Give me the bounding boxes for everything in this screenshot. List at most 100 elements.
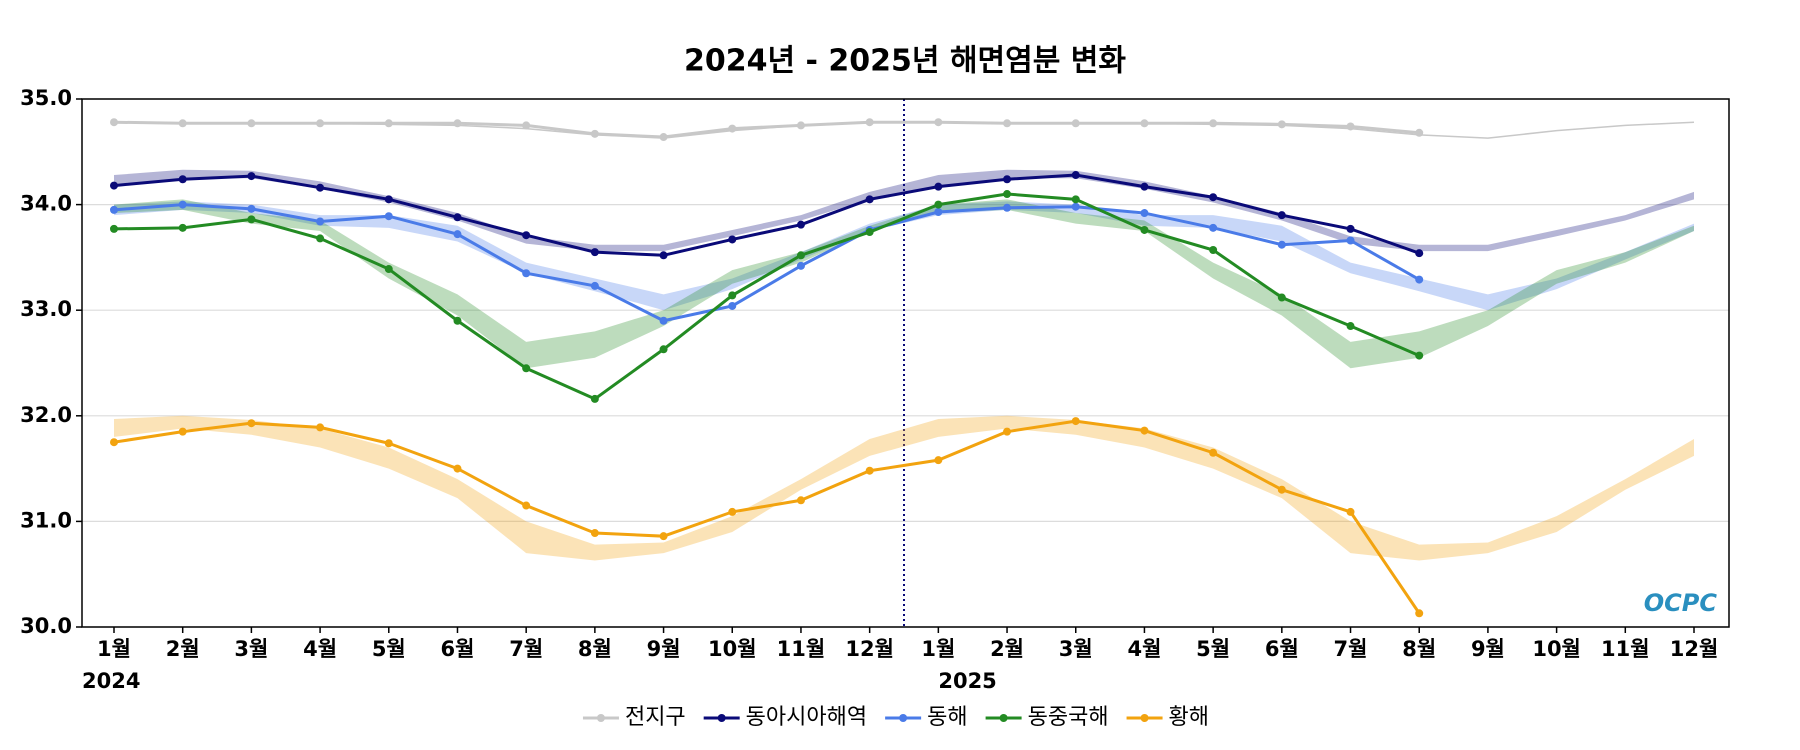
data-point	[1140, 225, 1149, 234]
legend-label: 황해	[1169, 705, 1209, 730]
data-point	[453, 316, 462, 325]
data-point	[590, 248, 599, 257]
data-point	[590, 281, 599, 290]
data-point	[934, 200, 943, 209]
data-point	[247, 172, 256, 181]
data-point	[247, 215, 256, 224]
data-point	[659, 316, 668, 325]
data-point	[728, 124, 737, 133]
data-point	[796, 121, 805, 130]
legend-label: 동중국해	[1028, 705, 1109, 730]
data-point	[1415, 249, 1424, 258]
data-point	[659, 532, 668, 541]
x-tick-label: 6월	[1265, 637, 1299, 661]
data-point	[796, 496, 805, 505]
data-point	[110, 181, 118, 190]
data-point	[247, 419, 256, 428]
y-tick-label: 30.0	[20, 614, 72, 638]
data-point	[590, 529, 599, 538]
data-point	[1071, 171, 1080, 180]
x-tick-label: 7월	[509, 637, 543, 661]
series-line	[113, 173, 1420, 257]
data-point	[728, 507, 737, 516]
series-line	[113, 419, 1421, 615]
series-line	[113, 192, 1420, 401]
data-point	[1346, 322, 1355, 331]
data-point	[1209, 223, 1218, 232]
data-point	[316, 234, 325, 243]
data-point	[865, 466, 874, 475]
data-point	[659, 345, 668, 354]
data-point	[1140, 426, 1149, 435]
legend-label: 전지구	[625, 705, 686, 730]
data-point	[178, 200, 187, 209]
data-point	[590, 129, 599, 138]
x-tick-label: 5월	[372, 637, 406, 661]
x-tick-label: 12월	[845, 637, 894, 661]
data-point	[934, 456, 943, 465]
data-point	[659, 251, 668, 260]
x-tick-label: 8월	[1402, 637, 1436, 661]
data-point	[453, 213, 462, 222]
data-point	[522, 501, 531, 510]
data-point	[1415, 275, 1424, 284]
legend-marker	[1140, 714, 1149, 722]
legend-marker	[999, 714, 1008, 722]
data-point	[1209, 119, 1218, 128]
data-point	[1140, 209, 1149, 218]
x-tick-label: 4월	[1127, 637, 1161, 661]
data-point	[1209, 193, 1218, 202]
data-point	[1346, 507, 1355, 516]
x-tick-label: 4월	[303, 637, 337, 661]
data-point	[1003, 119, 1012, 128]
x-tick-label: 10월	[1532, 637, 1581, 661]
data-point	[659, 133, 668, 142]
data-point	[1346, 224, 1355, 233]
legend-label: 동해	[927, 705, 967, 730]
data-point	[1071, 119, 1080, 128]
data-point	[178, 175, 187, 184]
x-tick-label: 2월	[990, 637, 1024, 661]
series-line	[113, 120, 1420, 139]
data-point	[1140, 119, 1149, 128]
x-tick-label: 8월	[578, 637, 612, 661]
series-line	[113, 203, 1420, 323]
x-tick-label: 1월	[97, 637, 131, 661]
data-point	[934, 118, 943, 127]
x-tick-label: 9월	[647, 637, 681, 661]
data-point	[453, 119, 462, 128]
legend-marker	[717, 714, 726, 722]
legend-label: 동아시아해역	[746, 705, 867, 730]
x-tick-label: 3월	[1059, 637, 1093, 661]
data-point	[384, 212, 393, 221]
data-point	[1346, 122, 1355, 131]
data-point	[1277, 485, 1286, 494]
legend-marker	[596, 714, 605, 722]
data-point	[1209, 246, 1218, 255]
data-point	[316, 119, 325, 128]
data-point	[1140, 182, 1149, 191]
data-point	[453, 464, 462, 473]
x-tick-label: 5월	[1196, 637, 1230, 661]
data-point	[728, 291, 737, 300]
data-point	[178, 427, 187, 436]
chart-title: 2024년 - 2025년 해면염분 변화	[684, 44, 1126, 79]
data-point	[178, 119, 187, 128]
y-tick-label: 33.0	[20, 297, 72, 321]
x-tick-label: 9월	[1471, 637, 1505, 661]
data-point	[1415, 609, 1424, 618]
data-point	[1277, 293, 1286, 302]
data-point	[796, 261, 805, 270]
data-point	[1415, 128, 1424, 137]
data-point	[316, 183, 325, 192]
data-point	[865, 118, 874, 127]
y-tick-label: 34.0	[20, 192, 72, 216]
data-point	[384, 439, 393, 448]
y-tick-label: 31.0	[20, 508, 72, 532]
data-point	[110, 224, 118, 233]
x-tick-label: 1월	[921, 637, 955, 661]
data-point	[728, 235, 737, 244]
data-point	[865, 228, 874, 237]
data-point	[590, 394, 599, 403]
